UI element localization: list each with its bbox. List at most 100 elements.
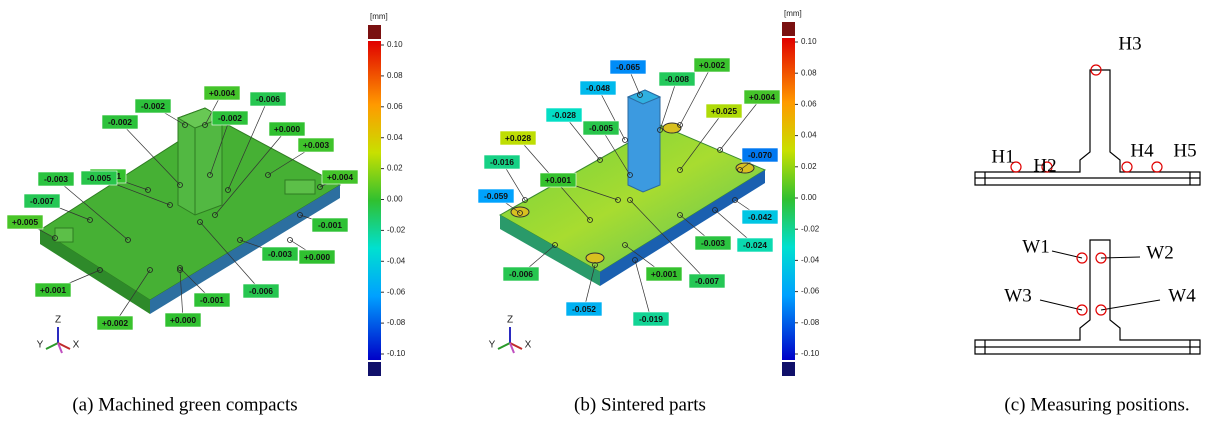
colorbar-tick-label: -0.06 <box>387 287 406 296</box>
callout-label: -0.005 <box>87 173 111 183</box>
colorbar-tick-label: -0.08 <box>801 318 820 327</box>
callout-label: -0.019 <box>639 314 663 324</box>
callout-label: -0.006 <box>249 286 273 296</box>
colorbar-tick-label: 0.10 <box>387 40 403 49</box>
callout-label: +0.002 <box>699 60 726 70</box>
callout-label: +0.003 <box>303 140 330 150</box>
callout-label: -0.001 <box>318 220 342 230</box>
colorbar-tick-label: 0.06 <box>387 102 403 111</box>
pointer-line <box>1040 300 1082 310</box>
colorbar-tick-label: -0.04 <box>801 256 820 265</box>
colorbar-tick-label: 0.04 <box>801 131 817 140</box>
callout-label: -0.008 <box>665 74 689 84</box>
caption: (a) Machined green compacts <box>72 394 297 415</box>
position-marker <box>1152 162 1162 172</box>
callout-label: +0.000 <box>170 315 197 325</box>
section-drawings <box>975 70 1200 354</box>
pointer-line <box>1101 257 1140 258</box>
callout-label: +0.000 <box>304 252 331 262</box>
position-label: H3 <box>1118 33 1141 54</box>
callout-label: +0.004 <box>327 172 354 182</box>
colorbar-tick-label: 0.04 <box>387 133 403 142</box>
colorbar-tick-label: 0.08 <box>387 71 403 80</box>
callout-label: -0.042 <box>748 212 772 222</box>
callout-label: +0.000 <box>274 124 301 134</box>
callout-label: -0.003 <box>701 238 725 248</box>
colorbar-bottom <box>368 362 381 376</box>
callout-label: -0.003 <box>44 174 68 184</box>
colorbar-top <box>368 25 381 39</box>
callout-label: +0.004 <box>749 92 776 102</box>
callout-label: -0.002 <box>108 117 132 127</box>
callout-label: -0.001 <box>200 295 224 305</box>
colorbar-tick-label: 0.02 <box>387 164 403 173</box>
colorbar-tick-label: -0.08 <box>387 318 406 327</box>
callout-label: -0.007 <box>30 196 54 206</box>
colorbar-tick-label: -0.06 <box>801 287 820 296</box>
position-label: H2 <box>1033 155 1056 176</box>
callout-label: +0.001 <box>40 285 67 295</box>
callout-label: +0.025 <box>711 106 738 116</box>
callout-label: +0.001 <box>651 269 678 279</box>
axis-label: Y <box>489 340 496 351</box>
callout-label: -0.002 <box>141 101 165 111</box>
callout-label: -0.070 <box>748 150 772 160</box>
colorbar-top <box>782 22 795 36</box>
position-label: W4 <box>1168 285 1196 306</box>
figure: +0.004-0.002-0.006-0.002-0.002+0.000+0.0… <box>0 0 1229 428</box>
callout-label: -0.003 <box>268 249 292 259</box>
callout-label: -0.016 <box>490 157 514 167</box>
colorbar-tick-label: 0.10 <box>801 37 817 46</box>
callout-label: -0.024 <box>743 240 767 250</box>
axis-label: X <box>525 340 532 351</box>
colorbar-tick-label: -0.04 <box>387 256 406 265</box>
colorbar-unit: [mm] <box>784 9 802 18</box>
colorbar-tick-label: -0.10 <box>801 349 820 358</box>
colorbar-tick-label: 0.08 <box>801 68 817 77</box>
part-a <box>40 108 340 314</box>
position-label: W1 <box>1022 236 1049 257</box>
callout-label: +0.002 <box>102 318 129 328</box>
caption: (c) Measuring positions. <box>1004 394 1189 415</box>
callout-label: -0.005 <box>589 123 613 133</box>
position-label: H5 <box>1173 140 1196 161</box>
colorbar-bottom <box>782 362 795 376</box>
colorbar-tick-label: 0.00 <box>387 195 403 204</box>
axis-y <box>46 343 58 349</box>
callout-label: -0.059 <box>484 191 508 201</box>
colorbar-tick-label: -0.02 <box>801 224 820 233</box>
colorbar <box>782 38 795 360</box>
position-label: W3 <box>1004 285 1031 306</box>
callout-label: +0.028 <box>505 133 532 143</box>
callout-label: -0.052 <box>572 304 596 314</box>
callout-label: +0.001 <box>545 175 572 185</box>
position-marker <box>1122 162 1132 172</box>
axis-label: Z <box>55 315 61 326</box>
leader-line <box>660 79 677 130</box>
callout-label: -0.006 <box>256 94 280 104</box>
callout-label: +0.004 <box>209 88 236 98</box>
part-b <box>500 90 765 286</box>
axis-label: X <box>73 340 80 351</box>
callout-label: -0.048 <box>586 83 610 93</box>
position-label: H1 <box>991 146 1014 167</box>
axis-label: Z <box>507 315 513 326</box>
caption: (b) Sintered parts <box>574 394 706 415</box>
colorbar-tick-label: 0.06 <box>801 100 817 109</box>
callout-label: -0.002 <box>218 113 242 123</box>
colorbar-tick-label: -0.10 <box>387 349 406 358</box>
axis-label: Y <box>37 340 44 351</box>
callout-label: -0.007 <box>695 276 719 286</box>
colorbar-tick-label: 0.02 <box>801 162 817 171</box>
position-label: W2 <box>1146 242 1173 263</box>
colorbar-tick-label: 0.00 <box>801 193 817 202</box>
colorbar-tick-label: -0.02 <box>387 226 406 235</box>
callout-label: -0.006 <box>509 269 533 279</box>
colorbar <box>368 41 381 360</box>
colorbar-unit: [mm] <box>370 12 388 21</box>
position-label: H4 <box>1130 140 1154 161</box>
callout-label: +0.005 <box>12 217 39 227</box>
axis-y <box>498 343 510 349</box>
callout-label: -0.065 <box>616 62 640 72</box>
callout-label: -0.028 <box>552 110 576 120</box>
